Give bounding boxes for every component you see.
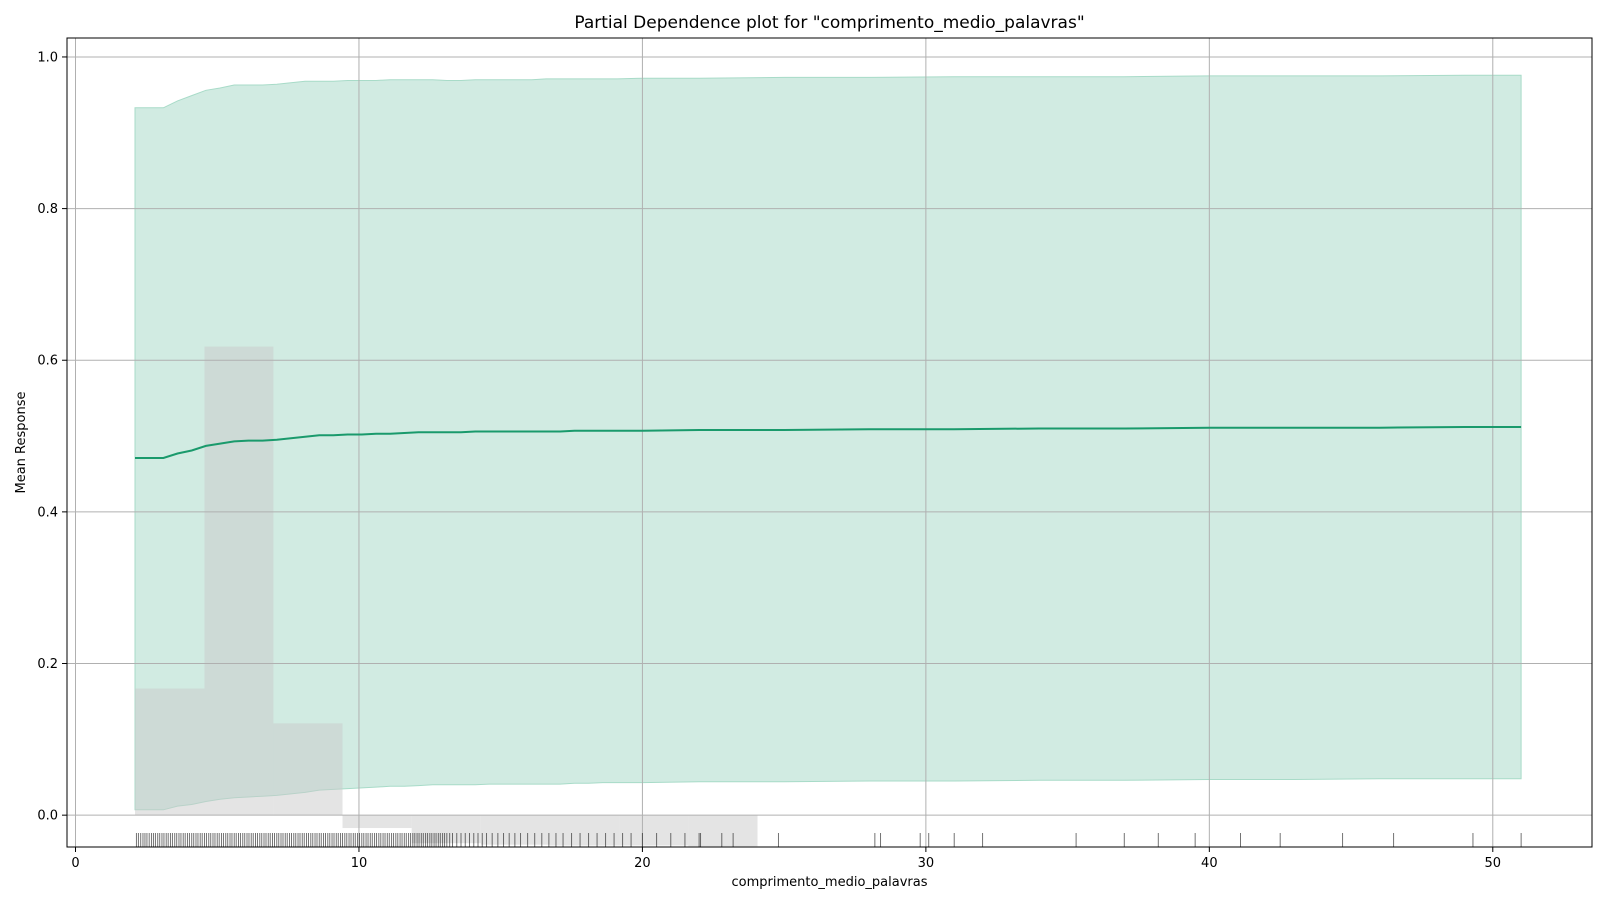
y-axis: 0.0 0.2 0.4 0.6 0.8 1.0 — [37, 50, 67, 824]
plot-frame — [66, 37, 1593, 848]
y-tick-label: 0.6 — [37, 354, 58, 369]
confidence-band-area — [134, 74, 1522, 811]
histogram — [135, 346, 758, 847]
histogram-bar — [135, 688, 205, 816]
x-axis-title: comprimento_medio_palavras — [732, 875, 928, 890]
x-axis: 0 10 20 30 40 50 — [71, 847, 1501, 871]
histogram-bar — [688, 815, 758, 847]
x-tick-label: 40 — [1201, 856, 1218, 871]
x-tick-label: 50 — [1485, 856, 1502, 871]
histogram-bar — [204, 346, 274, 816]
y-tick-label: 0.0 — [37, 809, 58, 824]
chart-title: Partial Dependence plot for "comprimento… — [574, 13, 1084, 33]
series-line — [135, 426, 1522, 459]
rug-plot — [135, 833, 1522, 847]
x-tick-label: 10 — [351, 856, 368, 871]
y-tick-label: 0.2 — [37, 657, 58, 672]
x-tick-label: 0 — [71, 856, 79, 871]
series-line-group — [135, 426, 1522, 459]
histogram-bar — [273, 723, 343, 816]
y-tick-label: 0.4 — [37, 505, 58, 520]
x-tick-label: 20 — [634, 856, 651, 871]
histogram-bar — [550, 815, 620, 846]
y-tick-label: 1.0 — [37, 50, 58, 65]
histogram-bar — [411, 815, 481, 844]
confidence-band — [134, 74, 1522, 811]
histogram-bar — [480, 815, 551, 845]
x-tick-label: 30 — [918, 856, 935, 871]
y-tick-label: 0.8 — [37, 202, 58, 217]
histogram-bar — [619, 815, 689, 846]
grid — [67, 38, 1592, 847]
histogram-bar — [342, 815, 412, 829]
y-axis-title: Mean Response — [14, 392, 29, 494]
